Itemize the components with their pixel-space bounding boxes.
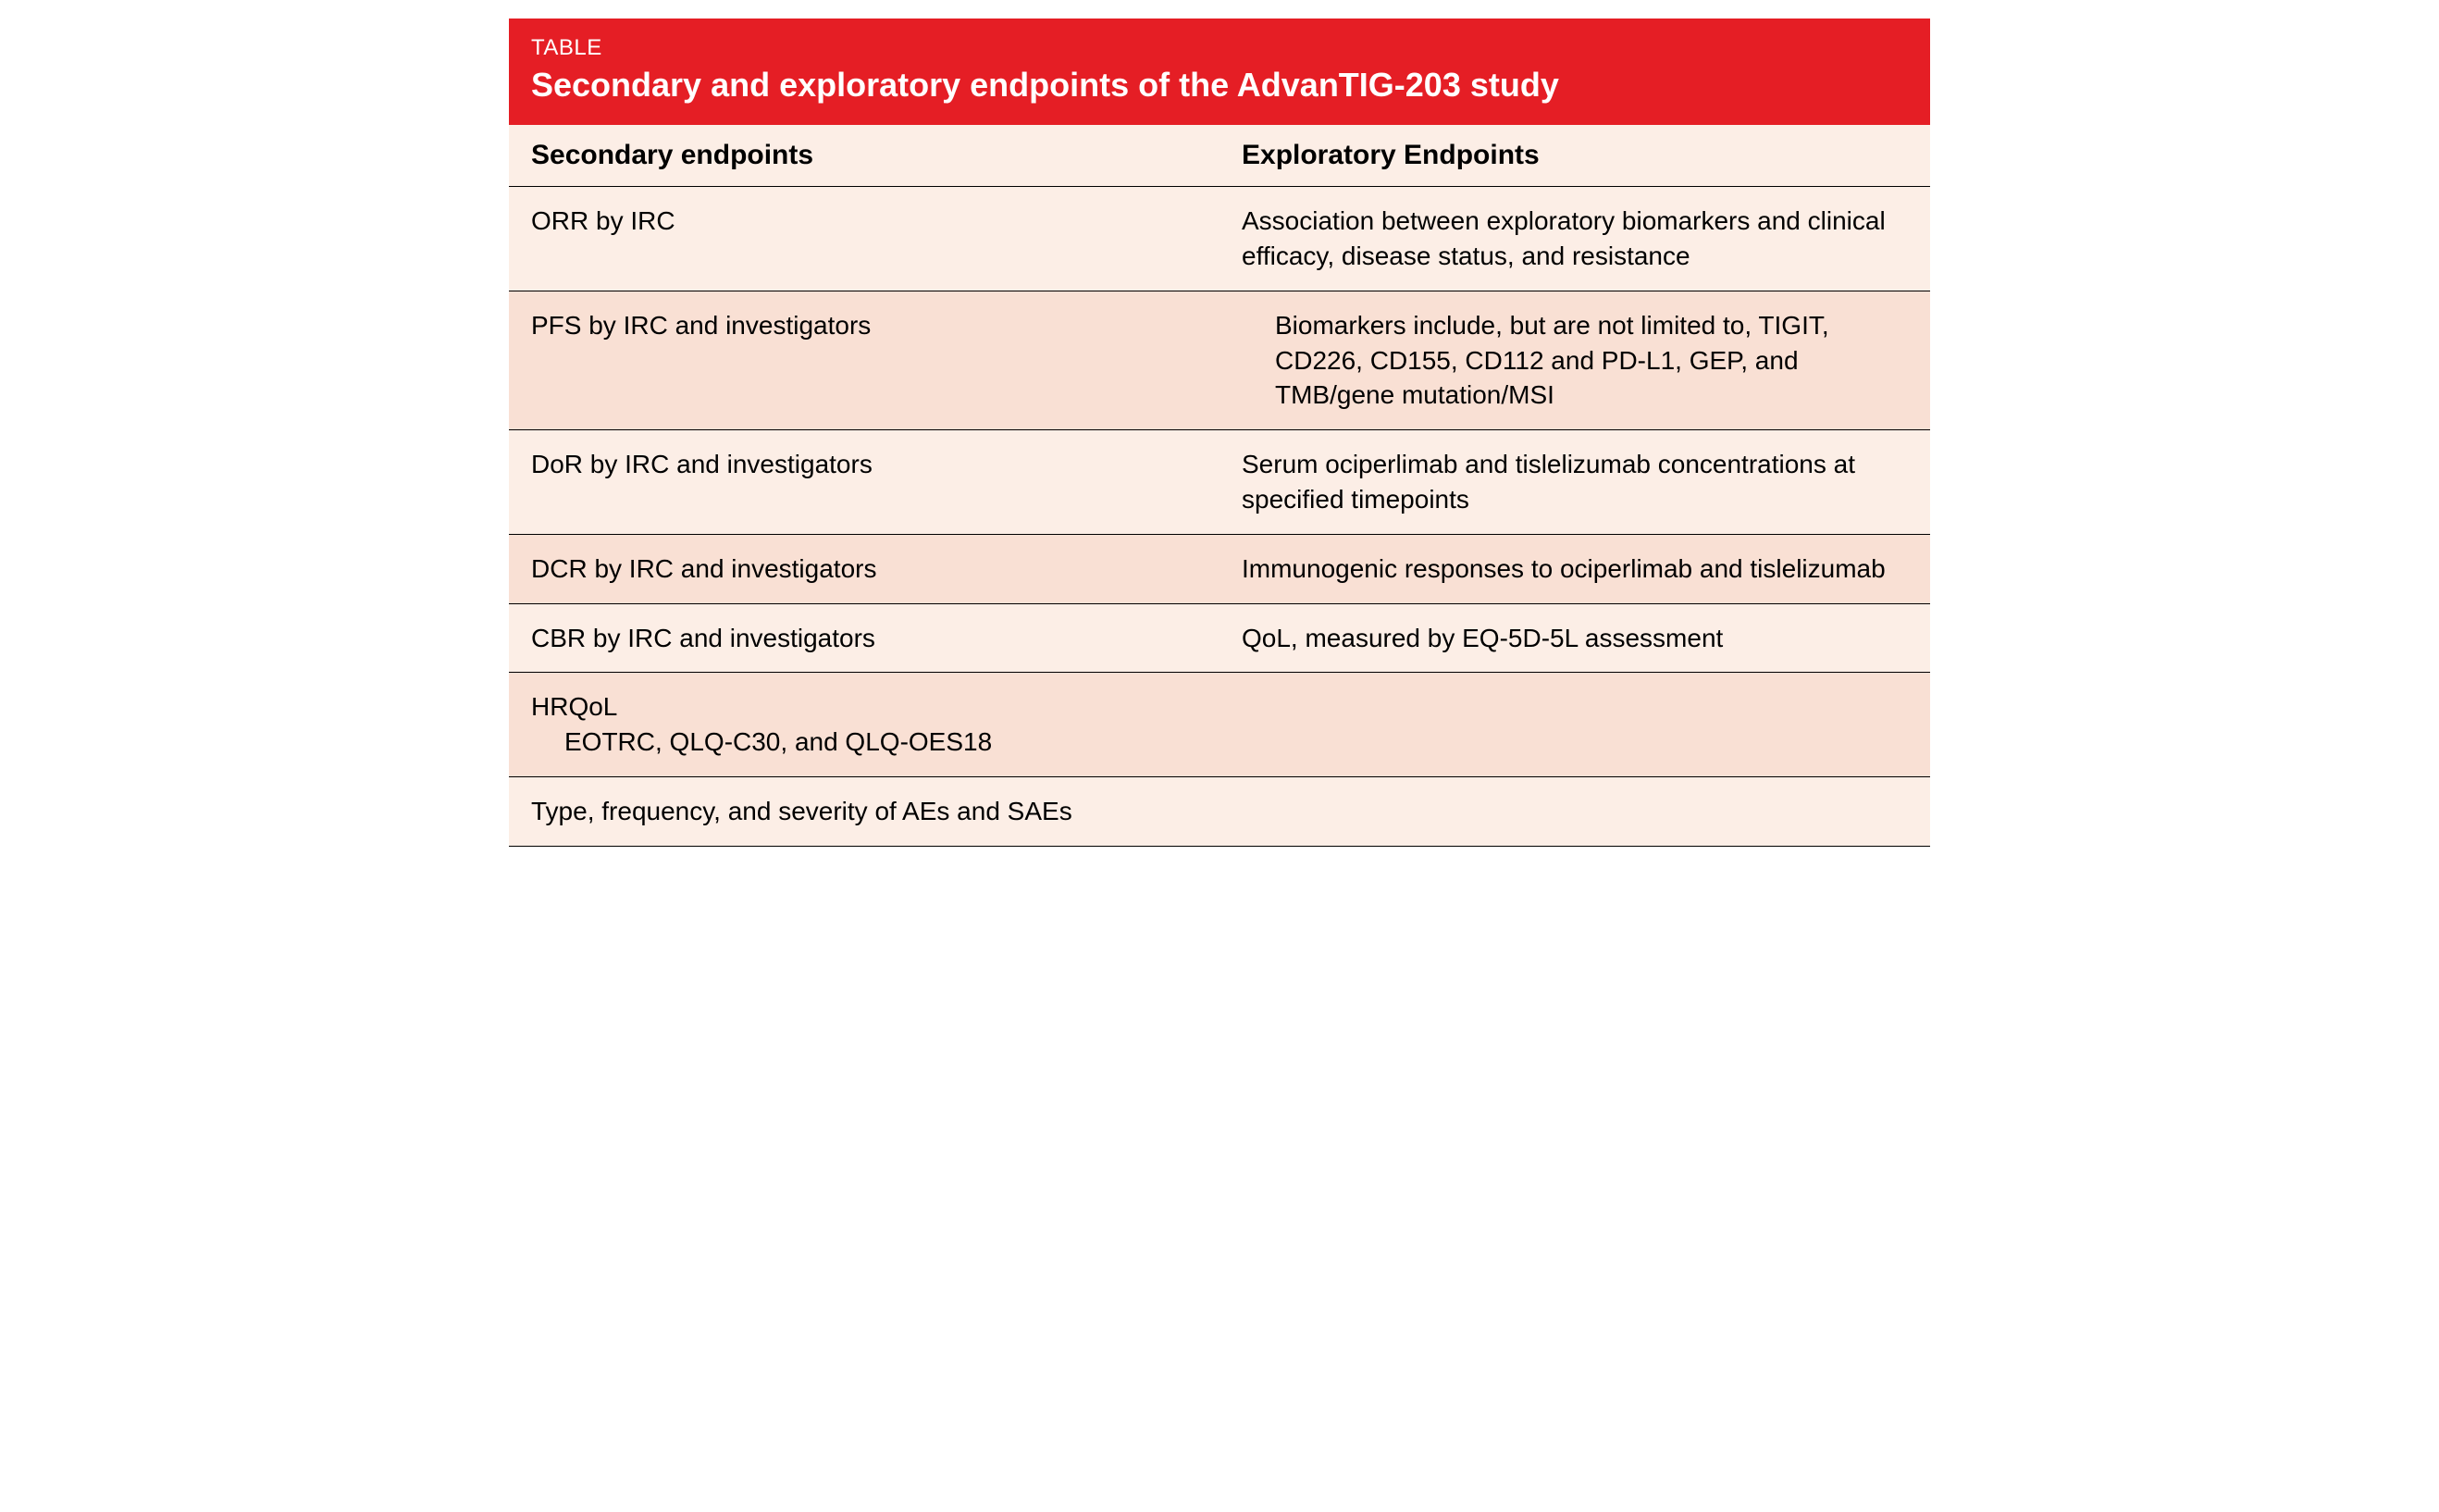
column-header-secondary: Secondary endpoints: [509, 125, 1220, 186]
cell-exploratory: [1220, 777, 1930, 846]
cell-exploratory: Association between exploratory biomarke…: [1220, 187, 1930, 291]
table-header: TABLE Secondary and exploratory endpoint…: [509, 19, 1930, 125]
cell-secondary: DCR by IRC and investigators: [509, 535, 1220, 603]
cell-text: Immunogenic responses to ociperlimab and…: [1242, 554, 1886, 583]
cell-indent: EOTRC, QLQ-C30, and QLQ-OES18: [531, 725, 1197, 760]
cell-indent: Biomarkers include, but are not limited …: [1242, 308, 1908, 413]
cell-text: HRQoL: [531, 692, 617, 721]
cell-secondary: Type, frequency, and severity of AEs and…: [509, 777, 1220, 846]
cell-text: QoL, measured by EQ-5D-5L assessment: [1242, 624, 1723, 652]
cell-text: Type, frequency, and severity of AEs and…: [531, 797, 1072, 825]
cell-secondary: CBR by IRC and investigators: [509, 604, 1220, 673]
table-row: HRQoL EOTRC, QLQ-C30, and QLQ-OES18: [509, 673, 1930, 777]
table-rows: ORR by IRC Association between explorato…: [509, 187, 1930, 847]
table-row: ORR by IRC Association between explorato…: [509, 187, 1930, 291]
table-row: DCR by IRC and investigators Immunogenic…: [509, 535, 1930, 604]
cell-exploratory: Biomarkers include, but are not limited …: [1220, 291, 1930, 429]
cell-text: PFS by IRC and investigators: [531, 311, 871, 340]
table-row: CBR by IRC and investigators QoL, measur…: [509, 604, 1930, 674]
column-header-exploratory: Exploratory Endpoints: [1220, 125, 1930, 186]
cell-exploratory: [1220, 673, 1930, 776]
cell-secondary: DoR by IRC and investigators: [509, 430, 1220, 534]
table-row: DoR by IRC and investigators Serum ocipe…: [509, 430, 1930, 535]
table-title: Secondary and exploratory endpoints of t…: [531, 65, 1908, 105]
cell-text: DCR by IRC and investigators: [531, 554, 876, 583]
table-row: PFS by IRC and investigators Biomarkers …: [509, 291, 1930, 430]
endpoints-table: TABLE Secondary and exploratory endpoint…: [509, 19, 1930, 847]
cell-text: ORR by IRC: [531, 206, 675, 235]
cell-secondary: HRQoL EOTRC, QLQ-C30, and QLQ-OES18: [509, 673, 1220, 776]
cell-text: Association between exploratory biomarke…: [1242, 206, 1886, 270]
column-headers: Secondary endpoints Exploratory Endpoint…: [509, 125, 1930, 187]
cell-exploratory: Serum ociperlimab and tislelizumab conce…: [1220, 430, 1930, 534]
table-label: TABLE: [531, 35, 1908, 61]
cell-secondary: PFS by IRC and investigators: [509, 291, 1220, 429]
table-row: Type, frequency, and severity of AEs and…: [509, 777, 1930, 847]
cell-text: CBR by IRC and investigators: [531, 624, 875, 652]
cell-secondary: ORR by IRC: [509, 187, 1220, 291]
cell-exploratory: QoL, measured by EQ-5D-5L assessment: [1220, 604, 1930, 673]
cell-text: DoR by IRC and investigators: [531, 450, 873, 478]
cell-exploratory: Immunogenic responses to ociperlimab and…: [1220, 535, 1930, 603]
cell-text: Serum ociperlimab and tislelizumab conce…: [1242, 450, 1855, 514]
